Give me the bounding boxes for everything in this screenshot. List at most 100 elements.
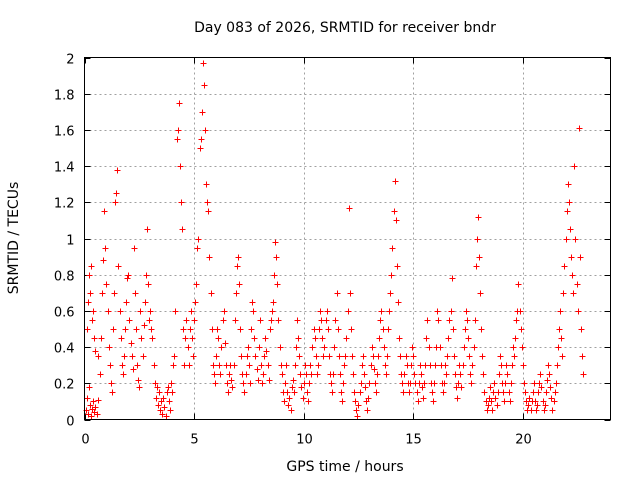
data-point	[200, 60, 207, 67]
data-point	[507, 398, 514, 405]
data-point	[338, 389, 345, 396]
data-point	[90, 308, 97, 315]
data-point	[576, 125, 583, 132]
data-point	[288, 407, 295, 414]
data-point	[519, 344, 526, 351]
data-point	[444, 353, 451, 360]
data-point	[281, 398, 288, 405]
y-tick-label: 2	[66, 53, 74, 68]
data-point	[546, 371, 553, 378]
data-point	[415, 398, 422, 405]
data-point	[178, 199, 185, 206]
data-point	[536, 380, 543, 387]
y-tick-label: 0.8	[54, 270, 75, 285]
data-point	[525, 402, 532, 409]
data-point	[509, 362, 516, 369]
data-points	[83, 60, 587, 420]
data-point	[143, 272, 150, 279]
data-point	[279, 371, 286, 378]
data-point	[195, 236, 202, 243]
data-point	[296, 353, 303, 360]
data-point	[440, 389, 447, 396]
data-point	[218, 344, 225, 351]
data-point	[131, 245, 138, 252]
data-point	[265, 362, 272, 369]
data-point	[437, 344, 444, 351]
data-point	[408, 362, 415, 369]
data-point	[120, 371, 127, 378]
data-point	[314, 371, 321, 378]
data-point	[251, 335, 258, 342]
y-tick-labels: 0 0.2 0.4 0.6 0.8 1 1.2 1.4 1.6 1.8 2	[54, 53, 75, 430]
data-point	[300, 395, 307, 402]
data-point	[190, 353, 197, 360]
data-point	[270, 299, 277, 306]
data-point	[445, 335, 452, 342]
data-point	[145, 281, 152, 288]
data-point	[432, 362, 439, 369]
data-point	[171, 353, 178, 360]
data-point	[177, 163, 184, 170]
data-point	[506, 389, 513, 396]
data-point	[307, 362, 314, 369]
data-point	[224, 380, 231, 387]
y-tick-label: 1.4	[54, 161, 75, 176]
data-point	[501, 398, 508, 405]
data-point	[385, 326, 392, 333]
data-point	[400, 389, 407, 396]
data-point	[451, 353, 458, 360]
data-point	[146, 317, 153, 324]
data-point	[558, 335, 565, 342]
y-tick-label: 1.6	[54, 125, 75, 140]
data-point	[489, 407, 496, 414]
data-point	[512, 335, 519, 342]
data-point	[176, 100, 183, 107]
data-point	[291, 389, 298, 396]
data-point	[393, 217, 400, 224]
data-point	[518, 326, 525, 333]
data-point	[149, 335, 156, 342]
data-point	[478, 326, 485, 333]
data-point	[467, 371, 474, 378]
data-point	[130, 366, 137, 373]
data-point	[273, 254, 280, 261]
data-point	[561, 263, 568, 270]
x-axis-label: GPS time / hours	[286, 459, 403, 475]
data-point	[111, 290, 118, 297]
data-point	[421, 380, 428, 387]
data-point	[117, 308, 124, 315]
data-point	[234, 263, 241, 270]
data-point	[552, 389, 559, 396]
data-point	[450, 326, 457, 333]
data-point	[468, 380, 475, 387]
data-point	[389, 245, 396, 252]
data-point	[455, 380, 462, 387]
data-point	[108, 380, 115, 387]
data-point	[237, 326, 244, 333]
data-point	[232, 317, 239, 324]
data-point	[222, 340, 229, 347]
data-point	[565, 181, 572, 188]
data-point	[330, 371, 337, 378]
data-point	[282, 380, 289, 387]
data-point	[418, 371, 425, 378]
data-point	[321, 344, 328, 351]
data-point	[294, 317, 301, 324]
data-point	[480, 371, 487, 378]
data-point	[485, 402, 492, 409]
data-point	[126, 317, 133, 324]
data-point	[182, 335, 189, 342]
data-point	[260, 371, 267, 378]
data-point	[154, 384, 161, 391]
y-tick-label: 1	[66, 234, 74, 249]
data-point	[414, 389, 421, 396]
data-point	[381, 344, 388, 351]
data-point	[247, 380, 254, 387]
data-point	[161, 404, 168, 411]
data-point	[520, 362, 527, 369]
data-point	[372, 380, 379, 387]
data-point	[214, 326, 221, 333]
data-point	[326, 353, 333, 360]
data-point	[409, 344, 416, 351]
data-point	[110, 326, 117, 333]
